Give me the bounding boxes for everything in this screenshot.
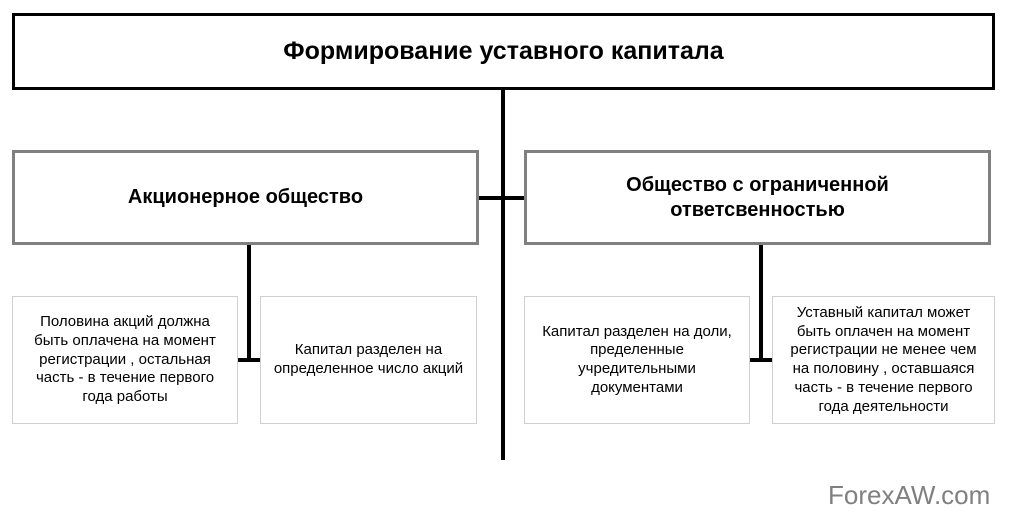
node-type-right-text: Общество с ограниченной ответсвенностью xyxy=(541,173,974,223)
watermark: ForexAW.com xyxy=(828,480,990,511)
node-detail-1-text: Половина акций должна быть оплачена на м… xyxy=(21,313,229,407)
connector-detail-left-vertical xyxy=(247,245,251,360)
node-title-text: Формирование уставного капитала xyxy=(283,36,723,67)
node-detail-2-text: Капитал разделен на определенное число а… xyxy=(269,341,468,379)
node-detail-4-text: Уставный капитал может быть оплачен на м… xyxy=(781,304,986,417)
watermark-text: ForexAW.com xyxy=(828,480,990,510)
diagram-container: Формирование уставного капитала Акционер… xyxy=(0,0,1011,518)
node-title: Формирование уставного капитала xyxy=(12,13,995,90)
node-type-right: Общество с ограниченной ответсвенностью xyxy=(524,150,991,245)
connector-type-horizontal xyxy=(479,196,524,200)
node-type-left: Акционерное общество xyxy=(12,150,479,245)
node-type-left-text: Акционерное общество xyxy=(128,185,363,210)
node-detail-2: Капитал разделен на определенное число а… xyxy=(260,296,477,424)
connector-main-vertical xyxy=(501,90,505,460)
node-detail-3: Капитал разделен на доли, пределенные уч… xyxy=(524,296,750,424)
connector-detail-right-vertical xyxy=(759,245,763,360)
node-detail-3-text: Капитал разделен на доли, пределенные уч… xyxy=(533,323,741,398)
node-detail-4: Уставный капитал может быть оплачен на м… xyxy=(772,296,995,424)
node-detail-1: Половина акций должна быть оплачена на м… xyxy=(12,296,238,424)
